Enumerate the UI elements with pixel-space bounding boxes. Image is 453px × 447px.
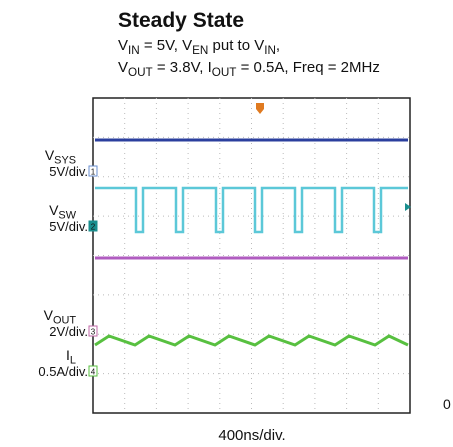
channel-marker-box [88,165,98,177]
trigger-marker [256,103,264,114]
channel-marker-box [88,220,98,232]
zero-label: 0 [443,396,451,412]
channel-scale: 2V/div. [49,324,88,339]
text-part: V [45,147,55,163]
channel-name: IL [66,347,76,367]
channel-name: VSW [49,202,77,222]
subscript: L [70,355,76,367]
text-part: V [118,37,128,54]
vout-trace [94,334,409,347]
scope-screen [92,97,411,414]
channel-marker-box [88,365,98,377]
channel-marker-box [88,325,98,337]
subscript: IN [128,44,140,57]
channel-scale: 5V/div. [49,164,88,179]
subscript: OUT [128,66,153,79]
channel-scale: 5V/div. [49,219,88,234]
channel-marker: 4 [91,368,96,377]
title: Steady State [118,9,244,32]
condition-line: VIN = 5V, VEN put to VIN, [118,37,280,57]
condition-line: VOUT = 3.8V, IOUT = 0.5A, Freq = 2MHz [118,59,380,79]
text-part: I [66,347,70,363]
subscript: OUT [53,315,76,327]
channel-marker: 1 [91,168,96,177]
text-part: V [44,307,54,323]
text-part: = 5V, V [140,37,192,54]
subscript: OUT [212,66,237,79]
waveforms [94,138,409,347]
channel-marker: 3 [91,328,96,337]
time-scale: 400ns/div. [218,427,285,444]
subscript: EN [192,44,208,57]
channel-name: VSYS [45,147,76,167]
trigger-level [405,203,411,211]
text-part: V [49,202,59,218]
subscript: IN [264,44,276,57]
text-part: = 0.5A, Freq = 2MHz [236,59,379,76]
subscript: SW [58,210,76,222]
text-part: , [276,37,280,54]
text-part: V [118,59,128,76]
channel-scale: 0.5A/div. [38,364,88,379]
channel-marker: 2 [91,223,96,232]
text-part: put to V [208,37,264,54]
vsw-trace [95,186,408,234]
text-part: = 3.8V, I [153,59,212,76]
subscript: SYS [54,155,76,167]
channel-name: VOUT [44,307,77,327]
